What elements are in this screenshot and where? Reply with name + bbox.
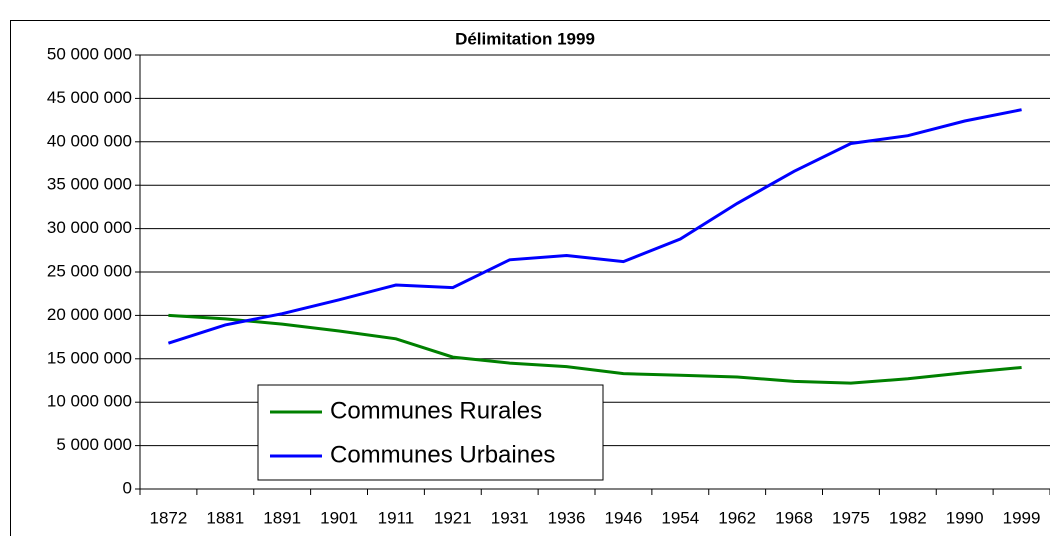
x-tick-label: 1975 bbox=[832, 508, 870, 527]
chart-border bbox=[10, 20, 1050, 536]
x-tick-label: 1911 bbox=[378, 508, 415, 527]
x-tick-label: 1881 bbox=[206, 508, 244, 527]
x-tick-label: 1931 bbox=[491, 508, 529, 527]
y-tick-label: 5 000 000 bbox=[56, 435, 132, 454]
x-tick-label: 1946 bbox=[605, 508, 643, 527]
line-series bbox=[168, 313, 1022, 385]
y-tick-label: 0 bbox=[123, 478, 132, 497]
x-tick-label: 1999 bbox=[1003, 508, 1041, 527]
legend-label: Communes Rurales bbox=[330, 397, 542, 424]
y-tick-label: 50 000 000 bbox=[47, 44, 132, 63]
y-tick-label: 35 000 000 bbox=[47, 175, 132, 194]
legend-label: Communes Urbaines bbox=[330, 441, 555, 468]
x-tick-label: 1921 bbox=[434, 508, 472, 527]
y-tick-label: 40 000 000 bbox=[47, 131, 132, 150]
chart-title: Délimitation 1999 bbox=[455, 29, 595, 48]
y-tick-label: 15 000 000 bbox=[47, 348, 132, 367]
y-tick-label: 30 000 000 bbox=[47, 218, 132, 237]
line-series bbox=[167, 108, 1022, 345]
y-tick-label: 25 000 000 bbox=[47, 261, 132, 280]
x-tick-label: 1872 bbox=[150, 508, 188, 527]
legend-box bbox=[257, 384, 604, 481]
x-tick-label: 1891 bbox=[263, 508, 301, 527]
x-tick-label: 1962 bbox=[718, 508, 756, 527]
x-tick-label: 1936 bbox=[548, 508, 586, 527]
x-tick-label: 1901 bbox=[320, 508, 358, 527]
x-tick-label: 1990 bbox=[946, 508, 984, 527]
y-tick-label: 45 000 000 bbox=[47, 88, 132, 107]
x-tick-label: 1982 bbox=[889, 508, 927, 527]
x-tick-label: 1968 bbox=[775, 508, 813, 527]
x-tick-label: 1954 bbox=[661, 508, 699, 527]
y-tick-label: 10 000 000 bbox=[47, 392, 132, 411]
y-tick-label: 20 000 000 bbox=[47, 305, 132, 324]
